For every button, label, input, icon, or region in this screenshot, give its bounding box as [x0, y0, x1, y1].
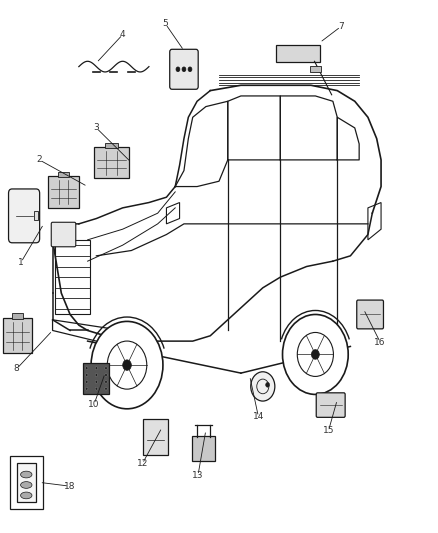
Circle shape [95, 381, 98, 383]
Text: 13: 13 [192, 471, 204, 480]
Circle shape [91, 321, 163, 409]
Circle shape [251, 372, 275, 401]
FancyBboxPatch shape [94, 147, 129, 178]
Circle shape [85, 381, 88, 383]
FancyBboxPatch shape [192, 436, 215, 461]
Text: 7: 7 [338, 22, 344, 31]
FancyBboxPatch shape [51, 222, 76, 247]
Circle shape [85, 367, 88, 370]
Ellipse shape [21, 471, 32, 478]
Text: 2: 2 [37, 156, 42, 164]
Ellipse shape [21, 482, 32, 488]
FancyBboxPatch shape [9, 189, 39, 243]
Text: 1: 1 [18, 258, 24, 266]
Circle shape [123, 360, 131, 370]
FancyBboxPatch shape [48, 176, 78, 207]
Text: 10: 10 [88, 400, 100, 408]
Circle shape [95, 374, 98, 376]
Bar [58, 172, 69, 177]
FancyBboxPatch shape [3, 318, 32, 353]
Text: 16: 16 [374, 338, 386, 346]
Bar [310, 66, 321, 72]
Circle shape [85, 387, 88, 390]
Text: 8: 8 [14, 365, 20, 373]
Bar [105, 143, 118, 148]
FancyBboxPatch shape [276, 45, 320, 62]
Ellipse shape [21, 492, 32, 499]
Circle shape [95, 367, 98, 370]
Circle shape [182, 67, 186, 71]
Circle shape [311, 350, 319, 359]
FancyBboxPatch shape [17, 463, 36, 502]
Circle shape [105, 367, 107, 370]
Circle shape [176, 67, 180, 71]
Circle shape [283, 314, 348, 394]
FancyBboxPatch shape [316, 393, 345, 417]
FancyBboxPatch shape [83, 363, 110, 394]
Text: 12: 12 [137, 459, 148, 468]
Bar [34, 211, 38, 221]
FancyBboxPatch shape [143, 419, 168, 455]
Text: 14: 14 [253, 413, 264, 421]
Text: 5: 5 [162, 20, 169, 28]
Text: 18: 18 [64, 482, 75, 490]
Bar [12, 313, 23, 319]
Circle shape [188, 67, 192, 71]
Circle shape [95, 387, 98, 390]
Circle shape [266, 383, 269, 387]
Text: 15: 15 [323, 426, 334, 435]
Circle shape [105, 381, 107, 383]
Text: 3: 3 [93, 124, 99, 132]
FancyBboxPatch shape [357, 300, 384, 329]
Circle shape [85, 374, 88, 376]
Circle shape [105, 374, 107, 376]
Bar [10, 456, 43, 509]
Text: 4: 4 [120, 30, 125, 39]
Circle shape [105, 387, 107, 390]
FancyBboxPatch shape [170, 50, 198, 89]
